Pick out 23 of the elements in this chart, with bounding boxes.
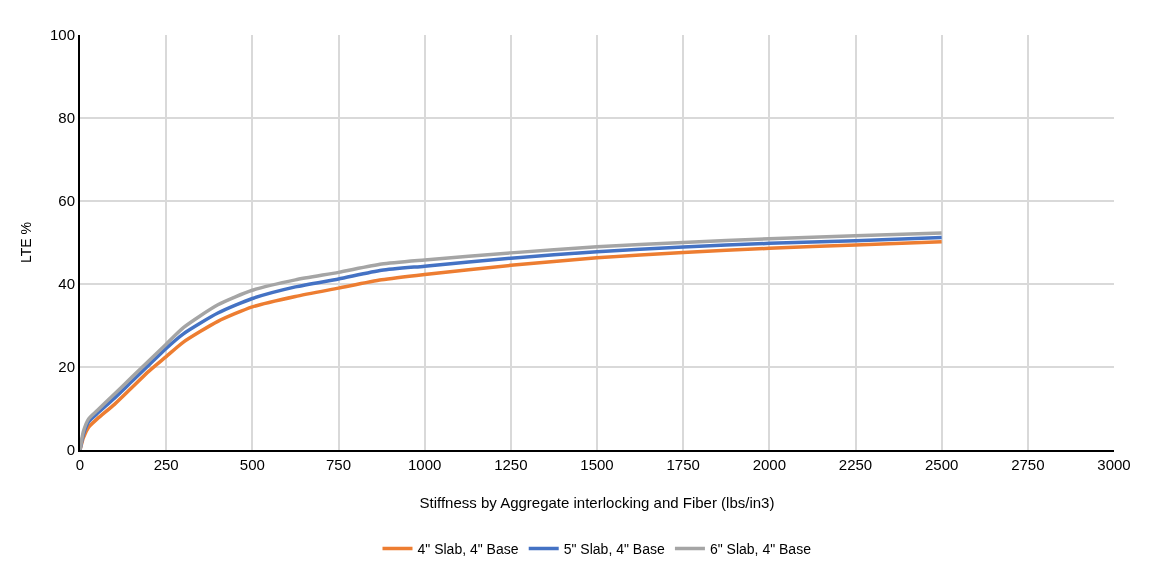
y-tick-label: 60: [58, 192, 75, 210]
legend-label: 5" Slab, 4" Base: [563, 541, 665, 558]
y-tick-label: 20: [58, 358, 75, 376]
x-tick-label: 500: [239, 456, 265, 473]
legend-label: 4" Slab, 4" Base: [417, 541, 519, 558]
legend-label: 6" Slab, 4" Base: [709, 541, 812, 558]
y-axis-title: LTE %: [18, 222, 35, 263]
x-tick-label: 1750: [666, 456, 700, 473]
x-tick-label: 3000: [1097, 456, 1131, 473]
x-tick-label: 1250: [494, 456, 528, 473]
y-tick-label: 100: [49, 26, 75, 44]
x-tick-label: 250: [153, 456, 179, 473]
y-tick-label: 40: [58, 275, 75, 293]
x-axis-title: Stiffness by Aggregate interlocking and Fiber (lbs/in3): [419, 493, 775, 511]
x-tick-label: 2500: [924, 456, 959, 473]
x-tick-label: 2750: [1011, 456, 1045, 473]
x-tick-label: 1500: [580, 456, 614, 473]
x-tick-label: 750: [325, 456, 352, 473]
x-tick-label: 1000: [407, 456, 442, 473]
x-tick-label: 2000: [752, 456, 787, 473]
y-tick-label: 80: [58, 109, 75, 127]
y-tick-label: 0: [66, 441, 75, 459]
x-tick-label: 2250: [838, 456, 873, 473]
